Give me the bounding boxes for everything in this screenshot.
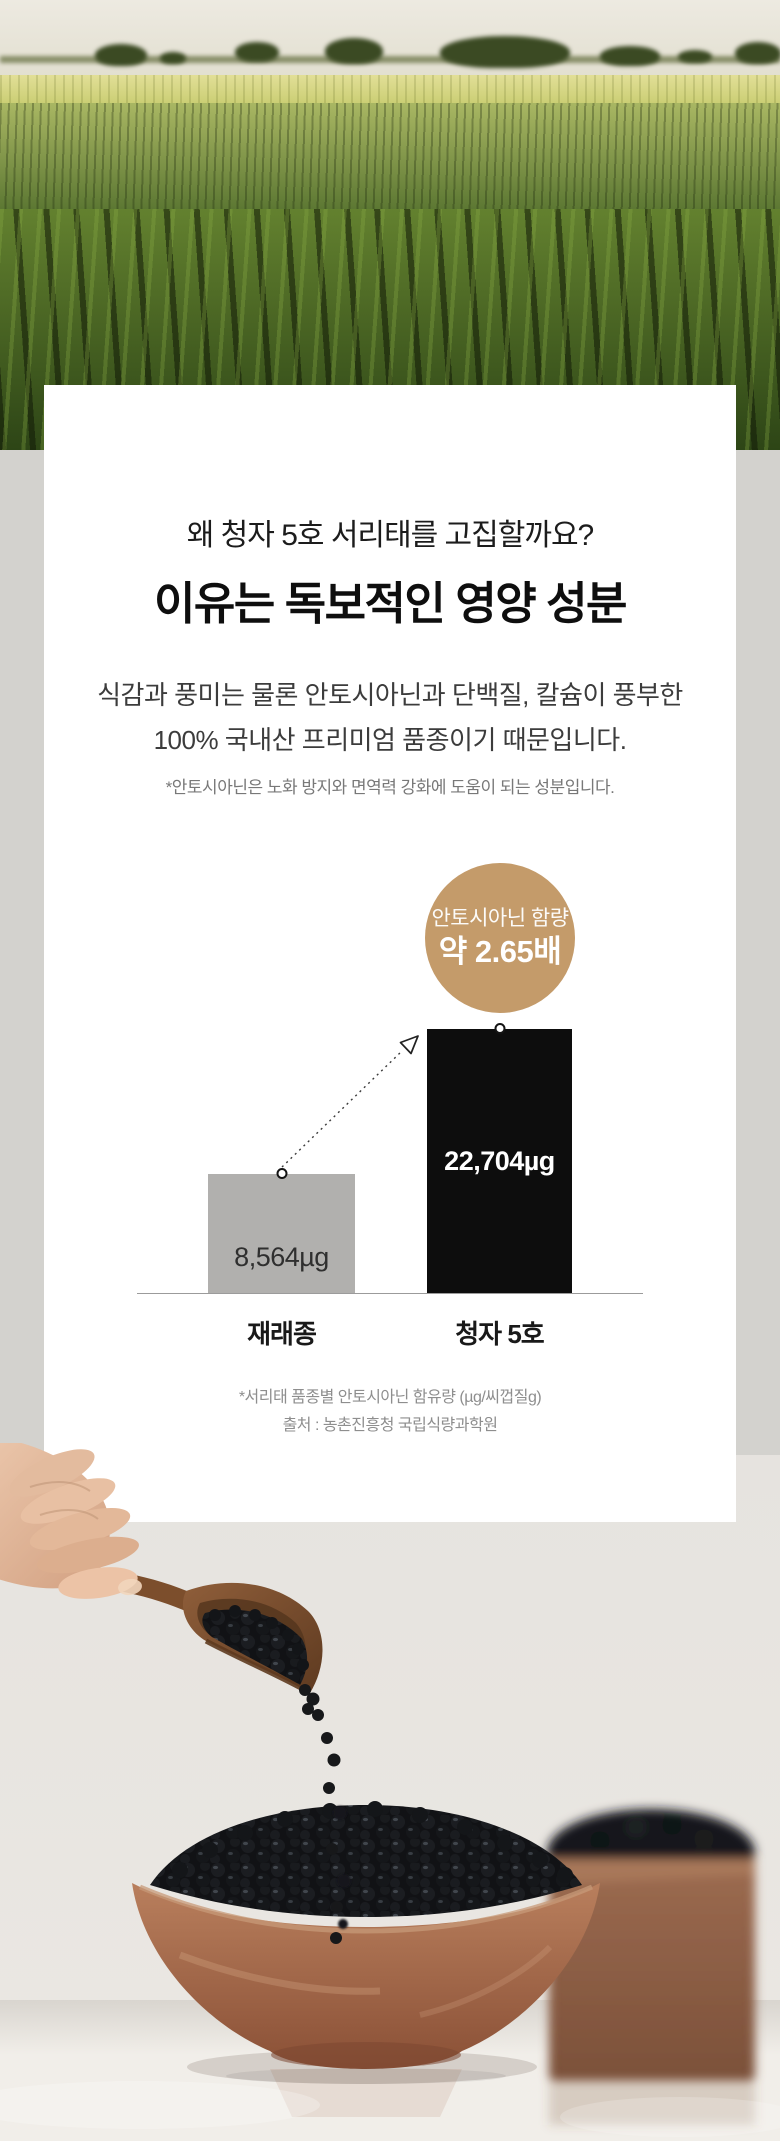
anthocyanin-badge: 안토시아닌 함량 약 2.65배: [425, 863, 575, 1013]
info-card: 왜 청자 5호 서리태를 고집할까요? 이유는 독보적인 영양 성분 식감과 풍…: [44, 385, 736, 1522]
mid-field-rows: [0, 103, 780, 215]
badge-value: 약 2.65배: [438, 934, 562, 969]
body-text-line1: 식감과 풍미는 물론 안토시아닌과 단백질, 칼슘이 풍부한: [97, 680, 683, 710]
soybean-field-photo: [0, 0, 780, 450]
beans-photo-section: [0, 1455, 780, 2141]
table-highlight: [0, 2081, 320, 2129]
bar-cheongja-5: 22,704µg: [427, 1023, 572, 1293]
body-text-line2: 100% 국내산 프리미엄 품종이기 때문입니다.: [153, 725, 627, 755]
beans-in-bowl: [150, 1801, 582, 1917]
clay-bowl: [132, 1883, 600, 2069]
heading-question: 왜 청자 5호 서리태를 고집할까요?: [186, 518, 595, 552]
beans-scene: [0, 1455, 780, 2141]
tree: [95, 44, 147, 66]
wooden-box-with-beans: [547, 1809, 755, 2125]
badge-label: 안토시아닌 함량: [431, 907, 569, 930]
chart-footnote: *서리태 품종별 안토시아닌 함유량 (µg/씨껍질g): [238, 1389, 542, 1406]
anthocyanin-note: *안토시아닌은 노화 방지와 면역력 강화에 도움이 되는 성분입니다.: [165, 778, 615, 797]
tree: [678, 50, 712, 63]
tree: [160, 52, 186, 64]
bar-marker-dot: [276, 1168, 287, 1179]
tree: [325, 38, 383, 64]
table-highlight: [560, 2097, 780, 2137]
category-label-cheongja5: 청자 5호: [455, 1319, 544, 1349]
chart-baseline: [137, 1293, 643, 1294]
heading-main: 이유는 독보적인 영양 성분: [154, 578, 627, 630]
chart-footnotes: *서리태 품종별 안토시아닌 함유량 (µg/씨껍질g) 출처 : 농촌진흥청 …: [44, 1384, 736, 1440]
bar-traditional-variety: 8,564µg: [208, 1168, 355, 1293]
bowl-reflection: [226, 2068, 506, 2117]
tree: [235, 42, 279, 62]
bar-marker-dot: [494, 1023, 505, 1034]
tree: [440, 36, 570, 68]
chart-source: 출처 : 농촌진흥청 국립식량과학원: [282, 1417, 498, 1434]
category-label-traditional: 재래종: [247, 1319, 317, 1349]
treeline: [0, 56, 780, 63]
bar-value-label: 8,564µg: [234, 1242, 329, 1272]
tree: [735, 42, 780, 64]
bar-value-label: 22,704µg: [444, 1146, 555, 1176]
tree: [600, 46, 660, 66]
sky: [0, 0, 780, 78]
